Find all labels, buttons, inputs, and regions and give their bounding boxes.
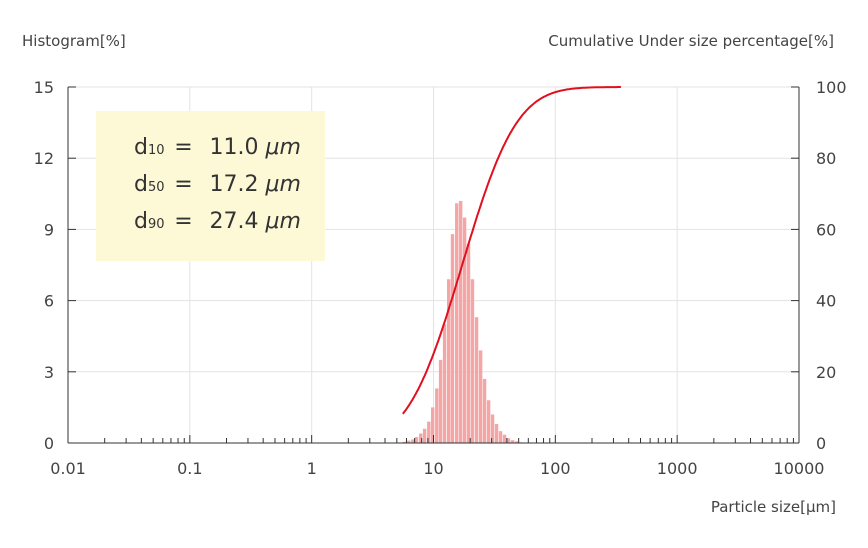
stat-label: d — [134, 172, 148, 197]
y-left-tick-label: 9 — [44, 220, 54, 239]
stat-subscript: 50 — [147, 180, 165, 195]
x-tick-label: 10000 — [774, 459, 825, 478]
histogram-bar — [438, 359, 443, 443]
stat-row-d90: d90 = 27.4 μm — [134, 209, 301, 234]
stat-value: 11.0 — [209, 135, 259, 160]
stat-value: 27.4 — [209, 209, 259, 234]
y-right-tick-label: 100 — [816, 78, 847, 97]
histogram-bar — [422, 428, 427, 443]
stat-row-d50: d50 = 17.2 μm — [134, 172, 301, 197]
histogram-bar — [490, 414, 495, 443]
x-tick-label: 0.01 — [50, 459, 86, 478]
y-right-tick-label: 0 — [816, 434, 826, 453]
stat-unit: μm — [265, 172, 301, 197]
stat-equals: = — [174, 135, 193, 160]
histogram-bar — [482, 378, 487, 443]
y-axis-right-label: Cumulative Under size percentage[%] — [548, 32, 834, 50]
histogram-bar — [478, 350, 483, 443]
y-right-tick-label: 80 — [816, 149, 836, 168]
x-tick-label: 0.1 — [177, 459, 202, 478]
y-left-tick-label: 3 — [44, 363, 54, 382]
stat-row-d10: d10 = 11.0 μm — [134, 135, 301, 160]
histogram-bar — [435, 388, 439, 443]
x-tick-label: 1000 — [657, 459, 698, 478]
stat-value: 17.2 — [209, 172, 259, 197]
stat-subscript: 10 — [147, 143, 165, 158]
stat-subscript: 90 — [147, 217, 165, 232]
histogram-bar — [427, 421, 431, 443]
histogram-bar — [407, 440, 411, 443]
histogram-bar — [455, 203, 459, 443]
stat-equals: = — [174, 172, 193, 197]
histogram-bar — [498, 431, 503, 443]
histogram-bar — [502, 434, 507, 443]
x-axis-label: Particle size[μm] — [710, 498, 836, 516]
histogram-bar — [494, 424, 499, 443]
histogram-bar — [414, 437, 419, 443]
histogram-bar — [514, 441, 519, 443]
x-tick-label: 1 — [307, 459, 317, 478]
stat-unit: μm — [265, 135, 301, 160]
stats-box: d10 = 11.0 μm d50 = 17.2 μm d90 = 27.4 μm — [96, 111, 325, 261]
stat-equals: = — [174, 209, 193, 234]
histogram-bar — [462, 217, 467, 443]
x-tick-label: 10 — [423, 459, 443, 478]
y-right-tick-label: 60 — [816, 220, 836, 239]
y-left-tick-label: 0 — [44, 434, 54, 453]
y-left-tick-label: 6 — [44, 292, 54, 311]
histogram-bar — [470, 279, 475, 443]
histogram-bar — [474, 317, 479, 443]
y-left-tick-label: 12 — [34, 149, 54, 168]
histogram-bar — [446, 279, 451, 443]
y-right-tick-label: 40 — [816, 292, 836, 311]
stat-label: d — [134, 135, 148, 160]
histogram-bar — [411, 439, 415, 443]
histogram-bar — [450, 234, 455, 443]
histogram-bar — [506, 438, 511, 443]
cumulative-curve — [402, 86, 621, 415]
stat-unit: μm — [265, 209, 301, 234]
histogram-bar — [510, 440, 515, 443]
y-left-tick-label: 15 — [34, 78, 54, 97]
histogram-bar — [430, 407, 435, 443]
stat-label: d — [134, 209, 148, 234]
histogram-bar — [458, 200, 463, 443]
y-right-tick-label: 20 — [816, 363, 836, 382]
x-tick-label: 100 — [540, 459, 571, 478]
histogram-bar — [466, 243, 471, 443]
histogram-bar — [442, 324, 447, 443]
histogram-bar — [486, 400, 491, 443]
y-axis-left-label: Histogram[%] — [22, 32, 126, 50]
histogram-bar — [402, 441, 407, 443]
histogram-bar — [419, 433, 423, 443]
